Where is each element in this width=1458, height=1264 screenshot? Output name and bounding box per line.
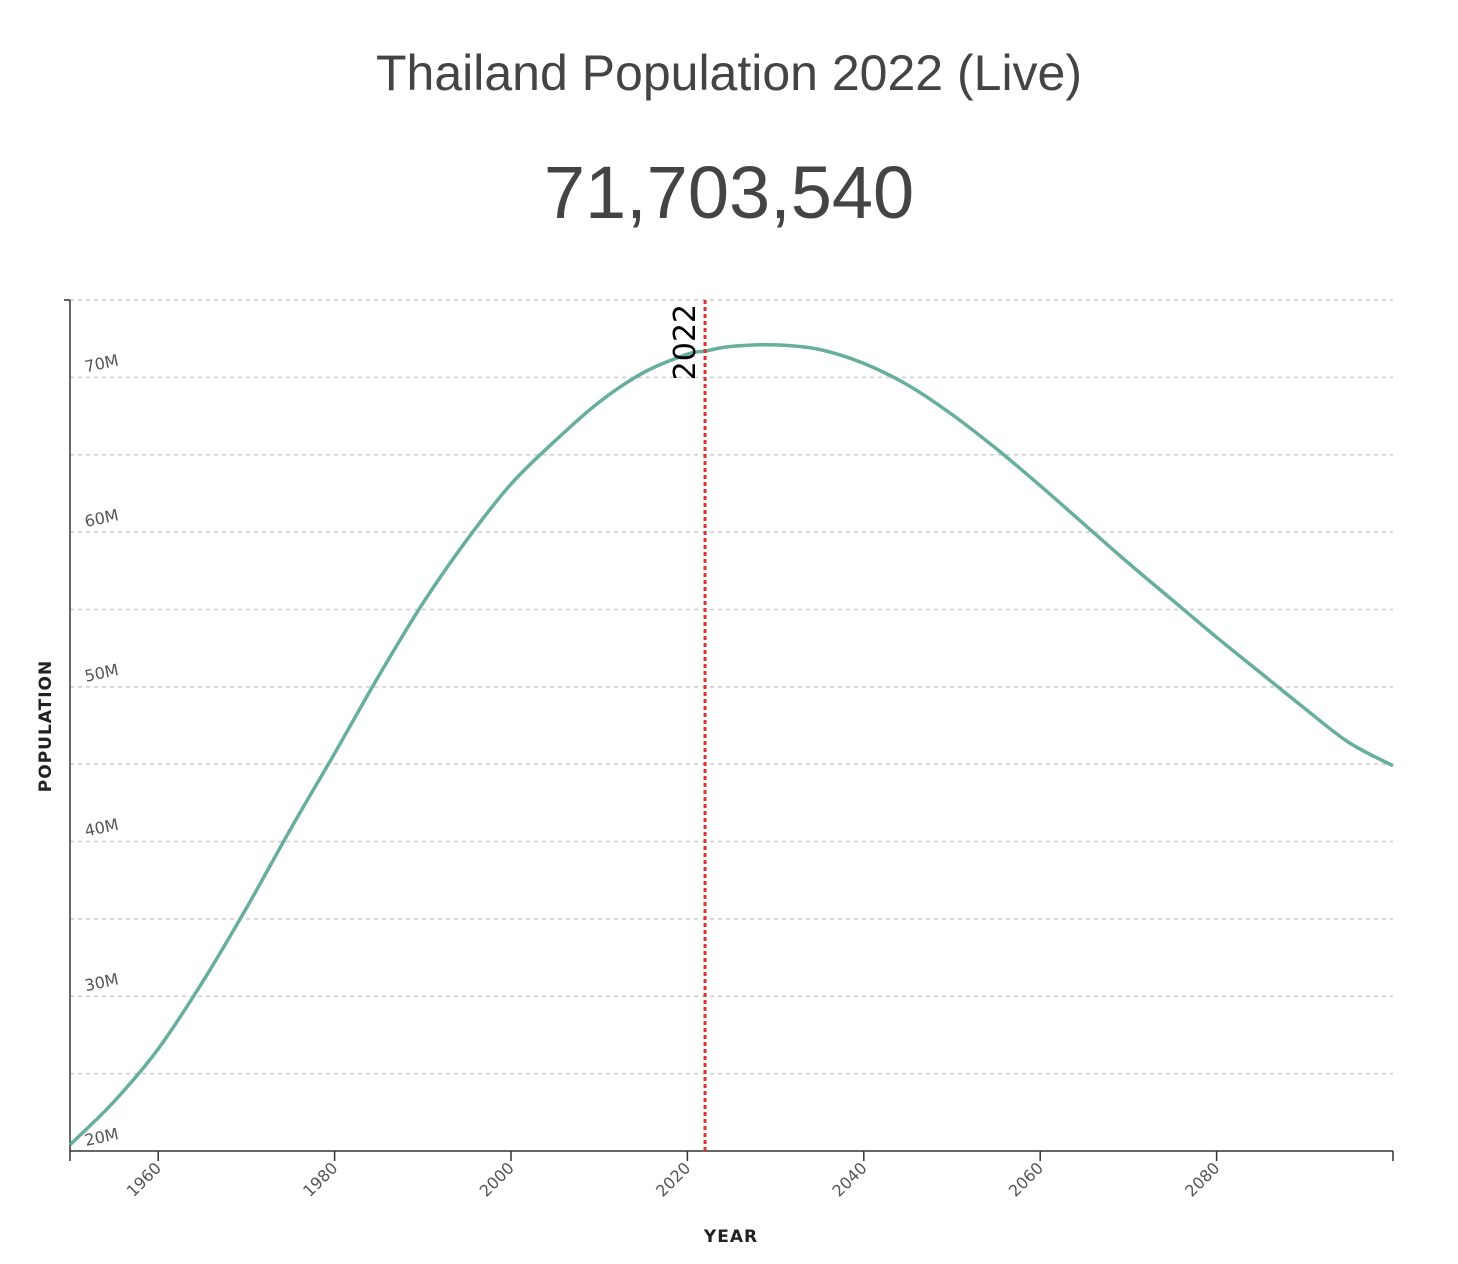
x-tick-label: 1960 — [123, 1158, 165, 1200]
y-tick-label: 60M — [83, 505, 120, 531]
y-tick-label: 30M — [83, 969, 120, 995]
y-tick-label: 50M — [83, 660, 120, 686]
y-tick-label: 40M — [83, 815, 120, 841]
population-counter: 71,703,540 — [543, 151, 915, 234]
page-title: Thailand Population 2022 (Live) — [375, 45, 1083, 101]
y-tick-label: 70M — [83, 351, 120, 377]
y-axis-title: POPULATION — [36, 660, 56, 792]
x-tick-label: 2060 — [1005, 1158, 1047, 1200]
x-tick-label: 2040 — [828, 1158, 870, 1200]
year-marker-label: 2022 — [668, 304, 703, 380]
year-marker: 2022 — [668, 300, 707, 1151]
x-axis-title: YEAR — [703, 1227, 758, 1247]
grid-lines — [70, 299, 1393, 1075]
population-line — [68, 343, 1394, 1147]
x-tick-label: 2080 — [1181, 1158, 1223, 1200]
series-layer — [68, 343, 1394, 1147]
x-tick-label: 1980 — [299, 1158, 341, 1200]
x-tick-label: 2000 — [476, 1158, 518, 1200]
x-tick-label: 2020 — [652, 1158, 694, 1200]
